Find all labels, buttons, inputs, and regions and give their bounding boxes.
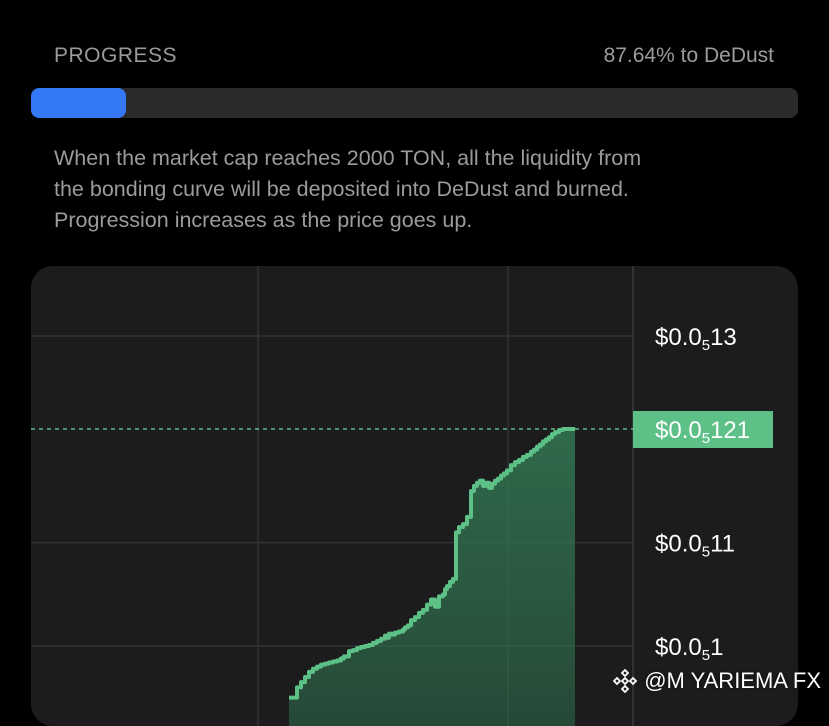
progress-label: PROGRESS bbox=[54, 44, 178, 67]
progress-bar-fill bbox=[31, 88, 127, 118]
price-chart-card[interactable]: $0.0513 $0.0511 $0.051 $0.05121 bbox=[31, 266, 798, 726]
price-area bbox=[289, 429, 575, 726]
watermark-text: @M YARIEMA FX bbox=[644, 668, 821, 693]
y-tick-label: $0.0511 bbox=[655, 531, 735, 561]
y-tick-label: $0.051 bbox=[655, 634, 723, 664]
progress-value: 87.64% to DeDust bbox=[603, 44, 774, 67]
watermark: @M YARIEMA FX bbox=[612, 668, 821, 694]
y-tick-label: $0.0513 bbox=[655, 324, 737, 354]
description-line: the bonding curve will be deposited into… bbox=[54, 177, 629, 201]
progress-header: PROGRESS 87.64% to DeDust bbox=[54, 44, 774, 70]
description-line: When the market cap reaches 2000 TON, al… bbox=[54, 146, 642, 170]
price-chart[interactable]: $0.0513 $0.0511 $0.051 $0.05121 bbox=[31, 266, 798, 726]
progress-bar bbox=[31, 88, 798, 118]
progress-description: When the market cap reaches 2000 TON, al… bbox=[54, 143, 774, 236]
current-price-label: $0.05121 bbox=[655, 417, 750, 447]
binance-diamond-icon bbox=[612, 668, 638, 694]
description-line: Progression increases as the price goes … bbox=[54, 208, 473, 232]
price-line bbox=[289, 427, 575, 700]
current-price-badge bbox=[633, 411, 773, 448]
